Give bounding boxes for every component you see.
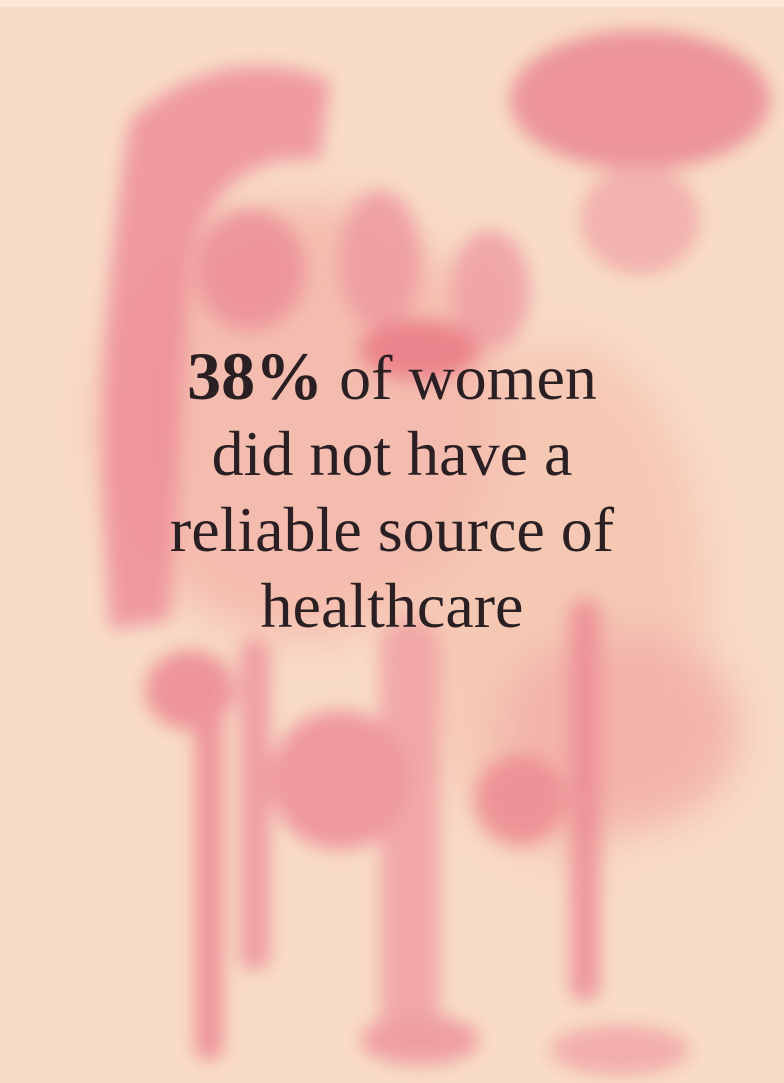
text: of women (339, 342, 597, 413)
line: 38% of women (0, 338, 784, 416)
stat: 38% (187, 338, 324, 414)
line: reliable source of (169, 494, 615, 565)
line: did not have a (211, 418, 573, 489)
line: healthcare (260, 570, 524, 641)
headline: 38% of women did not have a reliable sou… (0, 338, 784, 644)
